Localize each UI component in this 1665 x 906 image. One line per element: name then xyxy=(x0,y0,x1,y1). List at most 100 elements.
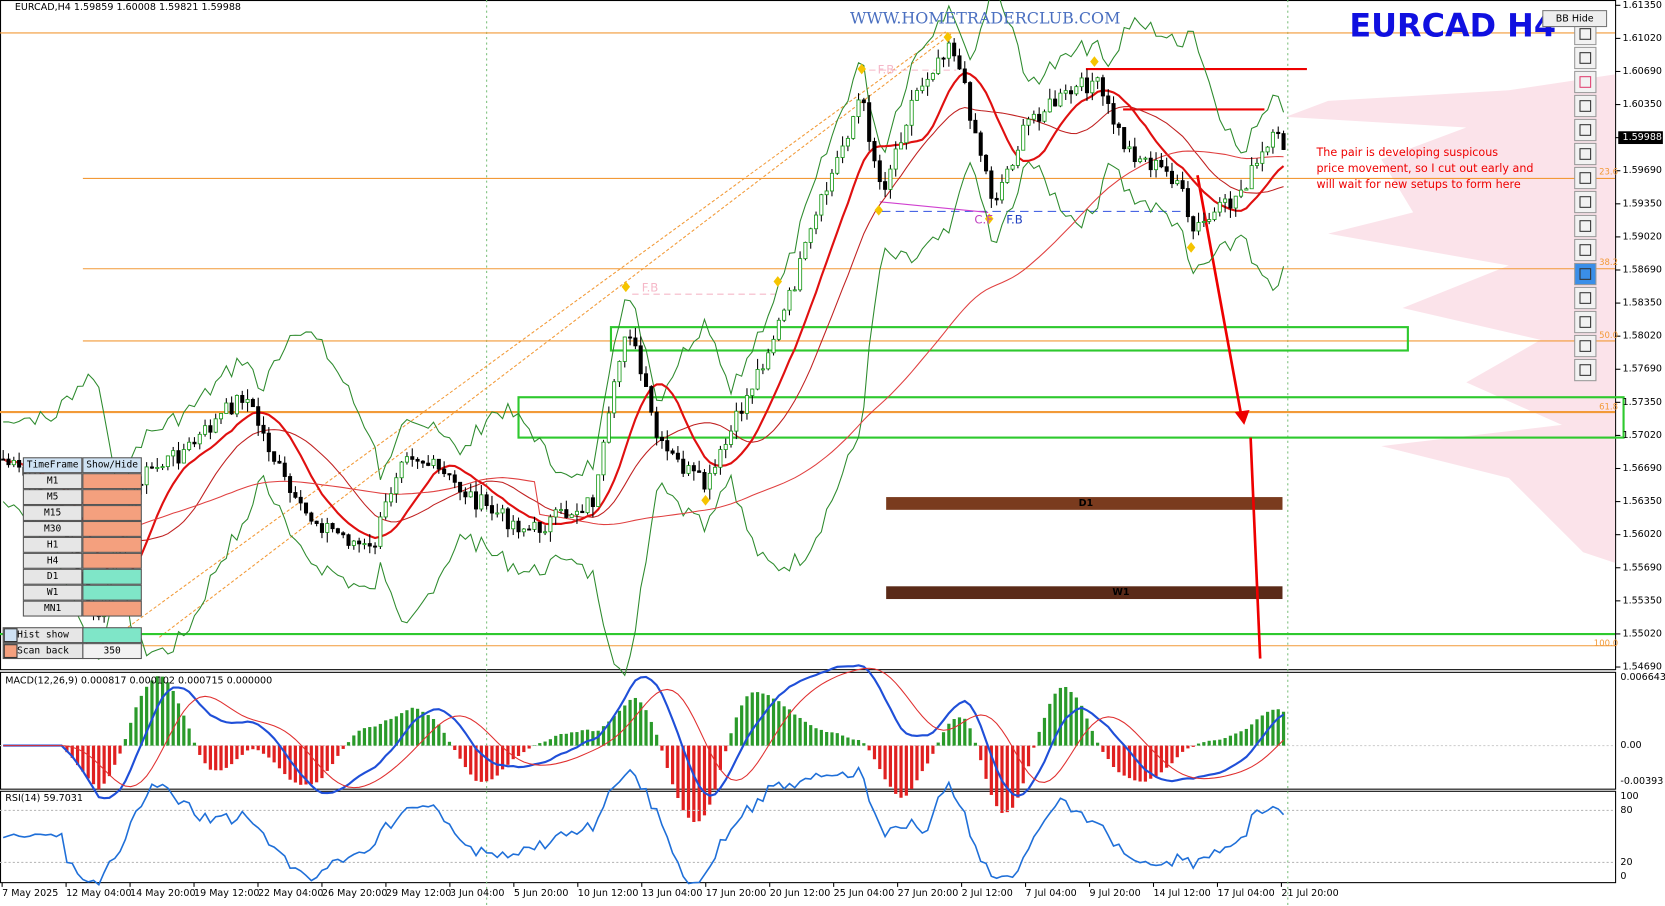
candle xyxy=(861,99,866,104)
tf-row-cell[interactable] xyxy=(22,536,83,553)
tf-row[interactable]: W1 xyxy=(47,587,59,598)
candle xyxy=(644,373,649,387)
tf-row[interactable]: H4 xyxy=(47,555,59,566)
candle xyxy=(1031,113,1036,120)
tf-toggle-cell[interactable] xyxy=(82,552,142,569)
tool-button[interactable] xyxy=(1574,46,1597,70)
candle xyxy=(729,430,734,445)
candle xyxy=(574,510,579,516)
scan-value-cell[interactable] xyxy=(82,643,142,660)
candle xyxy=(266,432,271,453)
tf-toggle-cell[interactable] xyxy=(82,568,142,585)
tf-row[interactable]: M30 xyxy=(44,523,61,534)
candle xyxy=(1021,124,1026,151)
tool-button[interactable] xyxy=(1574,190,1597,214)
candle xyxy=(1111,103,1116,125)
macd-hist xyxy=(1005,745,1009,813)
macd-hist xyxy=(479,745,483,782)
tf-toggle-cell[interactable] xyxy=(82,584,142,601)
candle xyxy=(1270,131,1275,148)
macd-hist xyxy=(559,734,563,746)
tf-toggle-cell[interactable] xyxy=(82,473,142,490)
time-label: 17 Jul 04:00 xyxy=(1217,888,1274,899)
candle xyxy=(1079,77,1084,88)
tool-button[interactable] xyxy=(1574,262,1597,286)
bollinger-upper xyxy=(3,0,1285,497)
tf-row-cell[interactable] xyxy=(22,600,83,617)
candle xyxy=(1244,188,1249,191)
tool-button[interactable] xyxy=(1574,214,1597,238)
tf-header[interactable]: TimeFrame xyxy=(27,460,79,471)
tf-row-cell[interactable] xyxy=(22,505,83,521)
macd-axis-label: 0.00 xyxy=(1620,740,1641,751)
macd-hist xyxy=(1260,715,1264,746)
tf-toggle-cell[interactable] xyxy=(82,505,142,521)
scan-value[interactable]: 350 xyxy=(103,646,120,657)
tf-row-cell[interactable] xyxy=(22,552,83,569)
tool-button[interactable] xyxy=(1574,238,1597,262)
candle xyxy=(851,116,856,139)
tool-button[interactable] xyxy=(1574,118,1597,142)
tf-row-cell[interactable] xyxy=(22,520,83,537)
candle xyxy=(1026,118,1031,126)
tf-toggle-cell[interactable] xyxy=(82,520,142,537)
tf-header-cell[interactable] xyxy=(82,457,142,474)
macd-hist xyxy=(543,741,547,746)
tool-button[interactable] xyxy=(1574,70,1597,94)
macd-hist xyxy=(1175,745,1179,758)
candle xyxy=(691,465,696,472)
macd-hist xyxy=(304,745,308,785)
candle xyxy=(1207,219,1212,222)
tf-row[interactable]: M15 xyxy=(44,508,61,519)
tf-row[interactable]: M1 xyxy=(47,476,59,487)
tool-icon xyxy=(1579,148,1592,160)
tf-header-cell[interactable] xyxy=(22,457,83,474)
tool-button[interactable] xyxy=(1574,142,1597,166)
macd-axis-label: 0.006643 xyxy=(1620,672,1665,683)
tf-toggle-cell[interactable] xyxy=(82,600,142,617)
tf-row[interactable]: M5 xyxy=(47,492,59,503)
tf-toggle-cell[interactable] xyxy=(82,489,142,506)
candle xyxy=(994,197,999,201)
macd-hist xyxy=(511,745,515,760)
tf-row-cell[interactable] xyxy=(22,489,83,506)
tf-toggle-cell[interactable] xyxy=(82,536,142,553)
tf-row-cell[interactable] xyxy=(22,568,83,585)
tf-row-cell[interactable] xyxy=(22,584,83,601)
bb-hide-label[interactable]: BB Hide xyxy=(1556,14,1594,25)
macd-hist xyxy=(81,745,85,772)
tf-row[interactable]: D1 xyxy=(47,571,59,582)
candle xyxy=(936,57,941,74)
rsi-panel xyxy=(0,790,1617,884)
candle xyxy=(723,444,728,450)
bb-hide-button[interactable] xyxy=(1542,10,1608,28)
tool-button[interactable] xyxy=(1574,286,1597,310)
annotation: price movement, so I cut out early and xyxy=(1316,162,1533,175)
fib-label: 61.8 xyxy=(1599,402,1618,412)
candle xyxy=(665,440,670,452)
candle xyxy=(468,491,473,498)
candle xyxy=(1116,123,1121,128)
tool-button[interactable] xyxy=(1574,310,1597,334)
tf-row[interactable]: H1 xyxy=(47,539,59,550)
tool-icon xyxy=(1579,28,1592,40)
macd-hist xyxy=(1080,705,1084,746)
pattern-label: F.B xyxy=(1006,212,1023,226)
candle xyxy=(1265,146,1270,153)
tf-row[interactable]: MN1 xyxy=(44,603,61,614)
tool-button[interactable] xyxy=(1574,334,1597,358)
tool-button[interactable] xyxy=(1574,358,1597,382)
candle xyxy=(229,402,234,415)
hist-show[interactable]: Hist show xyxy=(17,630,69,641)
macd-hist xyxy=(835,733,839,746)
tool-button[interactable] xyxy=(1574,94,1597,118)
macd-hist xyxy=(989,745,993,795)
scan-back[interactable]: Scan back xyxy=(17,646,69,657)
tool-button[interactable] xyxy=(1574,166,1597,190)
hist-toggle-cell[interactable] xyxy=(82,627,142,644)
tf-row-cell[interactable] xyxy=(22,473,83,490)
tf-header[interactable]: Show/Hide xyxy=(86,460,138,471)
